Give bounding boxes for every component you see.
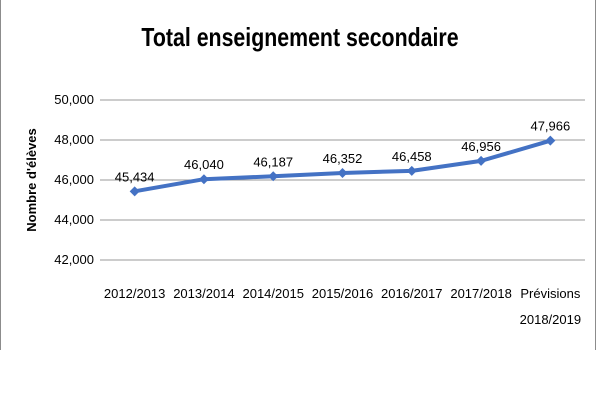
- x-tick-label: 2014/2015: [242, 286, 303, 301]
- x-tick-label: Prévisions: [520, 286, 580, 301]
- x-tick-label: 2015/2016: [312, 286, 373, 301]
- data-point-marker: [545, 135, 556, 146]
- data-point-marker: [198, 174, 209, 185]
- data-label: 45,434: [115, 169, 155, 184]
- data-point-marker: [268, 171, 279, 182]
- data-label: 46,352: [323, 151, 363, 166]
- y-tick-label: 42,000: [54, 252, 94, 267]
- data-label: 46,458: [392, 149, 432, 164]
- data-label: 46,187: [253, 154, 293, 169]
- y-tick-label: 48,000: [54, 132, 94, 147]
- data-point-marker: [476, 155, 487, 166]
- data-point-marker: [406, 165, 417, 176]
- x-tick-label: 2018/2019: [520, 312, 581, 327]
- chart-frame: [0, 0, 596, 350]
- y-tick-label: 46,000: [54, 172, 94, 187]
- x-tick-label: 2016/2017: [381, 286, 442, 301]
- x-tick-label: 2017/2018: [450, 286, 511, 301]
- data-label: 47,966: [530, 119, 570, 134]
- data-point-marker: [129, 186, 140, 197]
- y-tick-label: 44,000: [54, 212, 94, 227]
- data-point-marker: [337, 167, 348, 178]
- y-tick-label: 50,000: [54, 92, 94, 107]
- data-label: 46,956: [461, 139, 501, 154]
- x-tick-label: 2012/2013: [104, 286, 165, 301]
- chart-title: Total enseignement secondaire: [141, 22, 459, 52]
- x-tick-label: 2013/2014: [173, 286, 234, 301]
- data-label: 46,040: [184, 157, 224, 172]
- y-axis-label: Nombre d'élèves: [24, 128, 39, 232]
